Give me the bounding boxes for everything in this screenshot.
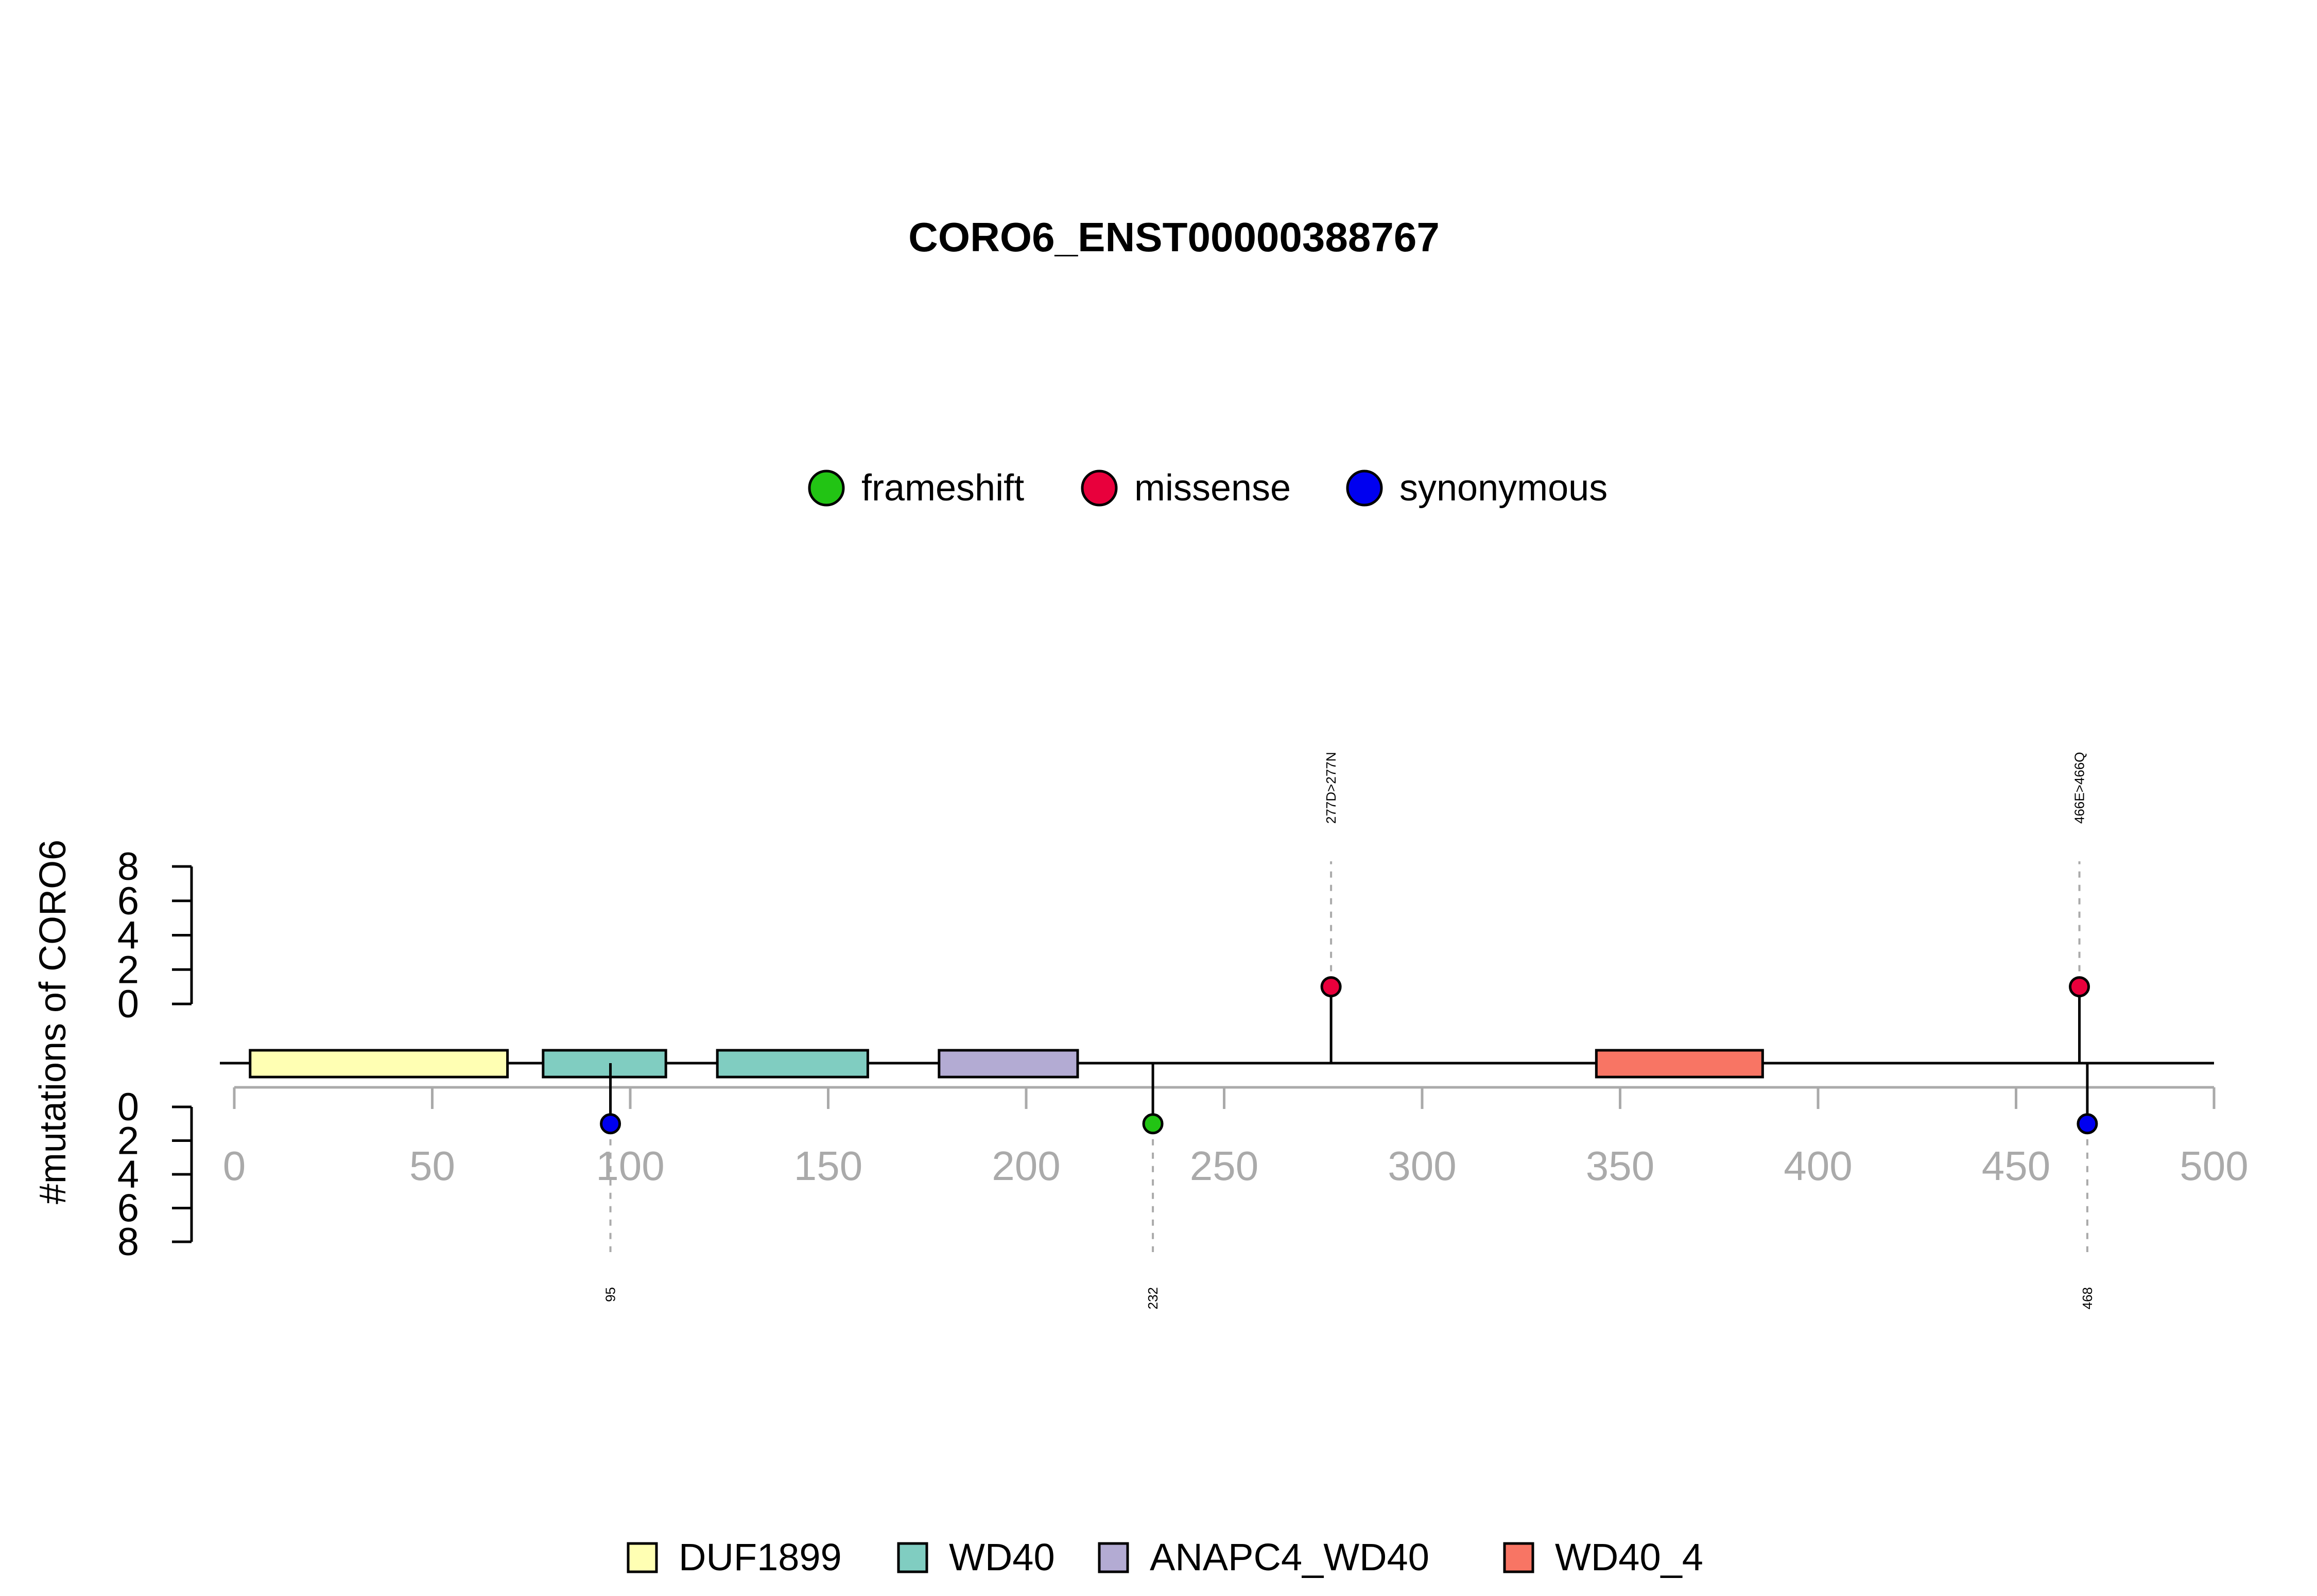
lower-y-tick-label: 6 [117,1187,139,1230]
x-tick-label: 500 [2180,1143,2248,1189]
domain-anapc4_wd40-box [938,1049,1079,1079]
x-axis: 0 50 100 150 200 250 300 350 400 450 500 [223,1086,2249,1189]
legend-synonymous-label: synonymous [1399,467,1607,509]
legend-synonymous-marker [1346,470,1383,507]
legend-wd40_4-swatch [1503,1542,1534,1573]
upper-missense-point [2069,976,2090,998]
x-tick-label: 450 [1982,1143,2050,1189]
lower-y-tick-label: 8 [117,1220,139,1264]
lower-y-tick-label: 4 [117,1153,139,1196]
upper-y-tick-label: 6 [117,879,139,923]
lower-synonymous-point [2077,1113,2098,1135]
x-tick-label: 350 [1586,1143,1654,1189]
x-tick-label: 250 [1190,1143,1258,1189]
x-tick-label: 300 [1388,1143,1456,1189]
legend-frameshift-label: frameshift [861,467,1024,509]
upper-mutation-label: 277D>277N [1323,752,1339,824]
lower-mutation-label: 232 [1145,1287,1161,1309]
lower-y-tick-label: 2 [117,1119,139,1163]
legend-missense-marker [1081,470,1118,507]
x-tick-label: 150 [794,1143,862,1189]
chart-title: CORO6_ENST00000388767 [908,214,1440,260]
legend-wd40-swatch [897,1542,928,1573]
domain-legend: DUF1899 WD40 ANAPC4_WD40 WD40_4 [627,1536,1703,1578]
legend-anapc4_wd40-label: ANAPC4_WD40 [1150,1536,1429,1578]
legend-wd40-label: WD40 [949,1536,1055,1578]
upper-mutation-label: 466E>466Q [2072,752,2087,824]
domain-duf1899-box [249,1049,509,1079]
x-tick-label: 200 [992,1143,1060,1189]
lower-frameshift-point [1142,1113,1164,1135]
legend-duf1899-swatch [627,1542,658,1573]
mutation-type-legend: frameshift missense synonymous [808,467,1607,509]
upper-y-tick-label: 2 [117,948,139,992]
x-tick-label: 400 [1784,1143,1852,1189]
x-tick-label: 0 [223,1143,246,1189]
legend-wd40_4-label: WD40_4 [1555,1536,1703,1578]
y-axis-label: #mutations of CORO6 [32,840,74,1204]
upper-y-tick-label: 8 [117,845,139,889]
upper-missense-point [1320,976,1342,998]
domain-wd40_4-box [1595,1049,1764,1079]
domain-wd40-box [542,1049,667,1079]
lower-mutation-label: 95 [603,1287,618,1302]
legend-anapc4_wd40-swatch [1098,1542,1129,1573]
mutation-lollipops: 277D>277N 466E>466Q 95 232 468 [600,752,2098,1309]
legend-frameshift-marker [808,470,845,507]
x-tick-label: 50 [409,1143,455,1189]
lower-synonymous-point [600,1113,621,1135]
domain-wd40-box [716,1049,869,1079]
upper-y-tick-label: 4 [117,914,139,958]
legend-missense-label: missense [1134,467,1291,509]
lower-y-tick-label: 0 [117,1085,139,1129]
lower-mutation-label: 468 [2080,1287,2095,1309]
upper-y-tick-label: 0 [117,982,139,1026]
protein-domains [249,1049,1764,1079]
legend-duf1899-label: DUF1899 [679,1536,842,1578]
x-tick-label: 100 [596,1143,664,1189]
